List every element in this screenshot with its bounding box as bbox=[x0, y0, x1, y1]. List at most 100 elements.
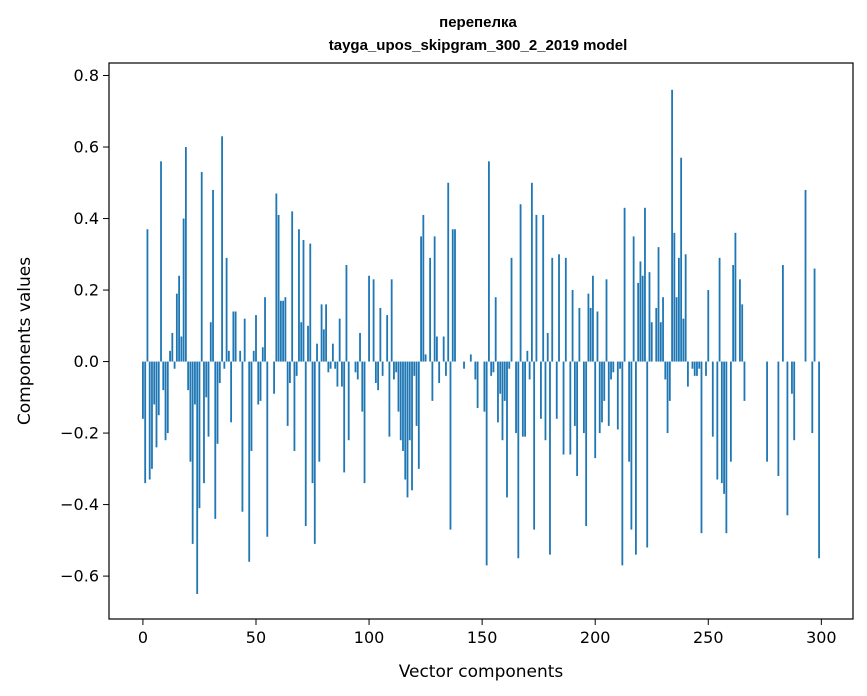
bar-136 bbox=[449, 361, 452, 530]
bar-232 bbox=[666, 361, 669, 434]
bar-47 bbox=[248, 361, 251, 562]
bar-81 bbox=[325, 304, 327, 362]
bar-36 bbox=[223, 361, 226, 369]
bar-82 bbox=[327, 361, 330, 373]
bar-166 bbox=[517, 361, 520, 559]
bar-45 bbox=[243, 318, 246, 362]
y-axis-label: Components values bbox=[15, 257, 35, 425]
bar-265 bbox=[741, 304, 744, 362]
bar-51 bbox=[257, 361, 260, 405]
x-tick-label-4: 200 bbox=[580, 628, 611, 647]
bar-176 bbox=[540, 361, 542, 419]
bar-125 bbox=[424, 354, 427, 362]
bar-142 bbox=[463, 361, 465, 369]
bar-122 bbox=[417, 361, 420, 469]
bar-0 bbox=[142, 361, 144, 419]
bar-229 bbox=[659, 322, 662, 362]
bar-266 bbox=[743, 361, 746, 401]
bar-105 bbox=[379, 307, 382, 362]
bar-26 bbox=[200, 172, 203, 362]
bar-24 bbox=[196, 361, 199, 594]
bar-153 bbox=[488, 161, 490, 362]
bar-17 bbox=[180, 336, 183, 362]
bar-172 bbox=[530, 182, 533, 362]
bar-131 bbox=[438, 361, 441, 384]
bar-161 bbox=[506, 361, 508, 498]
bar-129 bbox=[433, 236, 436, 362]
y-axis-ticks: −0.6 −0.4 −0.2 0.0 0.2 0.4 0.6 0.8 bbox=[60, 66, 109, 586]
bar-4 bbox=[151, 361, 153, 469]
bar-44 bbox=[241, 361, 244, 512]
bar-94 bbox=[354, 361, 357, 373]
bar-148 bbox=[476, 361, 479, 409]
bar-33 bbox=[216, 361, 219, 444]
y-tick-label-5: 0.4 bbox=[74, 209, 99, 228]
chart-subtitle: tayga_upos_skipgram_300_2_2019 model bbox=[329, 37, 628, 54]
bar-218 bbox=[635, 361, 637, 555]
bar-201 bbox=[596, 311, 599, 362]
bar-233 bbox=[668, 361, 671, 401]
bar-179 bbox=[546, 332, 549, 362]
bar-116 bbox=[404, 361, 407, 480]
bar-211 bbox=[619, 361, 621, 369]
bar-219 bbox=[637, 282, 640, 362]
bar-190 bbox=[571, 290, 574, 362]
x-tick-label-1: 50 bbox=[246, 628, 266, 647]
bar-205 bbox=[605, 279, 608, 362]
bar-220 bbox=[639, 261, 642, 362]
bar-234 bbox=[671, 89, 673, 362]
bar-83 bbox=[329, 361, 332, 369]
bar-170 bbox=[526, 350, 529, 362]
bar-133 bbox=[442, 336, 445, 362]
bar-39 bbox=[230, 361, 233, 423]
bar-196 bbox=[585, 361, 588, 527]
bar-62 bbox=[282, 300, 285, 362]
bar-67 bbox=[293, 361, 296, 451]
bar-186 bbox=[562, 361, 565, 455]
bar-180 bbox=[549, 361, 551, 555]
bar-109 bbox=[388, 361, 391, 437]
bar-230 bbox=[662, 297, 664, 362]
bar-40 bbox=[232, 311, 235, 362]
bar-123 bbox=[420, 236, 422, 362]
bar-114 bbox=[399, 361, 402, 441]
bar-119 bbox=[411, 361, 413, 491]
bar-8 bbox=[160, 161, 162, 362]
bar-239 bbox=[682, 318, 685, 362]
bar-91 bbox=[347, 361, 350, 441]
bar-178 bbox=[544, 361, 547, 441]
bar-32 bbox=[214, 361, 217, 519]
bar-74 bbox=[309, 243, 312, 362]
bar-76 bbox=[313, 361, 316, 544]
bar-48 bbox=[250, 361, 253, 451]
bar-102 bbox=[372, 279, 375, 362]
bar-216 bbox=[630, 361, 633, 530]
bar-155 bbox=[492, 361, 495, 373]
bar-285 bbox=[786, 361, 789, 516]
bar-249 bbox=[705, 361, 707, 376]
bar-106 bbox=[381, 361, 384, 376]
bar-163 bbox=[510, 257, 513, 362]
bar-63 bbox=[284, 297, 287, 362]
bar-134 bbox=[445, 361, 447, 376]
bar-10 bbox=[164, 361, 167, 441]
bar-222 bbox=[644, 207, 646, 362]
bar-258 bbox=[725, 361, 728, 534]
bar-65 bbox=[289, 361, 291, 384]
bar-210 bbox=[616, 361, 619, 430]
bar-198 bbox=[589, 307, 592, 362]
bar-160 bbox=[503, 361, 506, 401]
bar-30 bbox=[209, 322, 212, 362]
bar-31 bbox=[212, 189, 214, 362]
bar-15 bbox=[175, 293, 178, 362]
bar-240 bbox=[684, 254, 687, 362]
bar-281 bbox=[777, 361, 780, 476]
bar-299 bbox=[818, 361, 820, 559]
bar-86 bbox=[336, 361, 339, 387]
bar-244 bbox=[693, 361, 696, 376]
bar-127 bbox=[429, 257, 432, 362]
bar-135 bbox=[447, 182, 450, 362]
bar-71 bbox=[302, 239, 305, 362]
bar-59 bbox=[275, 193, 278, 362]
